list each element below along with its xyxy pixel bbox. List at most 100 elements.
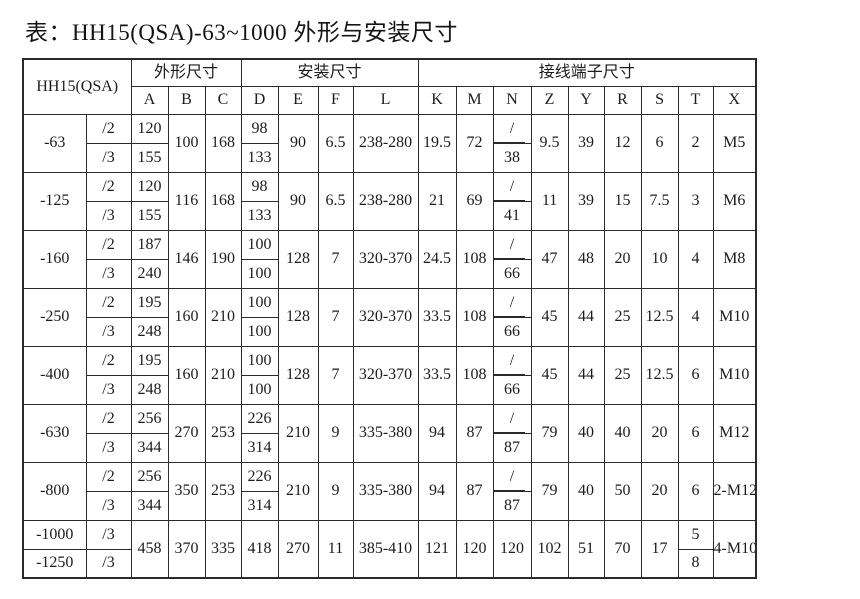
col-header-n: N bbox=[492, 85, 532, 115]
value-cell: 98 bbox=[240, 171, 279, 202]
variant-cell: /3 bbox=[85, 142, 132, 173]
col-header-m: M bbox=[455, 85, 494, 115]
value-cell: 94 bbox=[417, 403, 457, 463]
col-header-y: Y bbox=[567, 85, 605, 115]
value-cell: / bbox=[492, 171, 532, 202]
outline-section-header: 外形尺寸 bbox=[130, 58, 242, 87]
value-cell: 7 bbox=[317, 229, 354, 289]
value-cell: / bbox=[492, 229, 532, 260]
value-cell: 190 bbox=[204, 229, 242, 289]
value-cell: M6 bbox=[712, 171, 757, 231]
value-cell: 70 bbox=[603, 519, 642, 579]
value-cell: 160 bbox=[167, 287, 206, 347]
value-cell: 120 bbox=[492, 519, 532, 579]
value-cell: 8 bbox=[677, 548, 714, 579]
value-cell: 100 bbox=[240, 345, 279, 376]
value-cell: / bbox=[492, 287, 532, 318]
value-cell: 25 bbox=[603, 287, 642, 347]
value-cell: 9.5 bbox=[530, 113, 569, 173]
value-cell: 187 bbox=[130, 229, 169, 260]
variant-cell: /2 bbox=[85, 287, 132, 318]
value-cell: 66 bbox=[492, 258, 532, 289]
value-cell: 40 bbox=[567, 461, 605, 521]
value-cell: 6.5 bbox=[317, 113, 354, 173]
model-header-cell: HH15(QSA) bbox=[22, 58, 132, 115]
value-cell: 20 bbox=[640, 403, 679, 463]
value-cell: 47 bbox=[530, 229, 569, 289]
value-cell: M5 bbox=[712, 113, 757, 173]
value-cell: 226 bbox=[240, 461, 279, 492]
terminal-section-header: 接线端子尺寸 bbox=[417, 58, 757, 87]
value-cell: 128 bbox=[277, 229, 319, 289]
value-cell: 2 bbox=[677, 113, 714, 173]
value-cell: 9 bbox=[317, 461, 354, 521]
value-cell: 3 bbox=[677, 171, 714, 231]
value-cell: M12 bbox=[712, 403, 757, 463]
value-cell: 168 bbox=[204, 113, 242, 173]
value-cell: 146 bbox=[167, 229, 206, 289]
value-cell: 41 bbox=[492, 200, 532, 231]
value-cell: 210 bbox=[277, 403, 319, 463]
value-cell: 168 bbox=[204, 171, 242, 231]
variant-cell: /3 bbox=[85, 432, 132, 463]
col-header-b: B bbox=[167, 85, 206, 115]
value-cell: 90 bbox=[277, 113, 319, 173]
value-cell: 314 bbox=[240, 432, 279, 463]
value-cell: 19.5 bbox=[417, 113, 457, 173]
value-cell: 256 bbox=[130, 403, 169, 434]
variant-cell: /3 bbox=[85, 374, 132, 405]
variant-cell: /2 bbox=[85, 461, 132, 492]
value-cell: 79 bbox=[530, 403, 569, 463]
variant-cell: /3 bbox=[85, 316, 132, 347]
variant-cell: /3 bbox=[85, 258, 132, 289]
value-cell: 210 bbox=[204, 345, 242, 405]
col-header-t: T bbox=[677, 85, 714, 115]
value-cell: 66 bbox=[492, 374, 532, 405]
value-cell: 48 bbox=[567, 229, 605, 289]
value-cell: 6 bbox=[677, 345, 714, 405]
value-cell: 270 bbox=[277, 519, 319, 579]
value-cell: 238-280 bbox=[352, 171, 419, 231]
value-cell: 45 bbox=[530, 287, 569, 347]
value-cell: 12.5 bbox=[640, 287, 679, 347]
value-cell: 314 bbox=[240, 490, 279, 521]
value-cell: 335 bbox=[204, 519, 242, 579]
value-cell: 320-370 bbox=[352, 229, 419, 289]
variant-cell: /3 bbox=[85, 200, 132, 231]
variant-cell: /2 bbox=[85, 345, 132, 376]
value-cell: M10 bbox=[712, 287, 757, 347]
value-cell: 100 bbox=[240, 229, 279, 260]
col-header-k: K bbox=[417, 85, 457, 115]
variant-cell: /2 bbox=[85, 229, 132, 260]
value-cell: 344 bbox=[130, 490, 169, 521]
value-cell: 7.5 bbox=[640, 171, 679, 231]
value-cell: 100 bbox=[240, 316, 279, 347]
value-cell: 51 bbox=[567, 519, 605, 579]
value-cell: 240 bbox=[130, 258, 169, 289]
value-cell: 238-280 bbox=[352, 113, 419, 173]
value-cell: 11 bbox=[317, 519, 354, 579]
value-cell: 21 bbox=[417, 171, 457, 231]
value-cell: 210 bbox=[204, 287, 242, 347]
install-section-header: 安装尺寸 bbox=[240, 58, 419, 87]
value-cell: 320-370 bbox=[352, 345, 419, 405]
value-cell: 6 bbox=[640, 113, 679, 173]
value-cell: 195 bbox=[130, 287, 169, 318]
value-cell: 120 bbox=[130, 113, 169, 144]
value-cell: 7 bbox=[317, 345, 354, 405]
value-cell: 4 bbox=[677, 287, 714, 347]
value-cell: 2-M12 bbox=[712, 461, 757, 521]
size-cell: -63 bbox=[22, 113, 87, 173]
value-cell: 133 bbox=[240, 142, 279, 173]
value-cell: 39 bbox=[567, 171, 605, 231]
value-cell: 50 bbox=[603, 461, 642, 521]
value-cell: 370 bbox=[167, 519, 206, 579]
value-cell: 120 bbox=[130, 171, 169, 202]
col-header-s: S bbox=[640, 85, 679, 115]
value-cell: 335-380 bbox=[352, 403, 419, 463]
value-cell: 210 bbox=[277, 461, 319, 521]
value-cell: 458 bbox=[130, 519, 169, 579]
value-cell: 116 bbox=[167, 171, 206, 231]
value-cell: 9 bbox=[317, 403, 354, 463]
